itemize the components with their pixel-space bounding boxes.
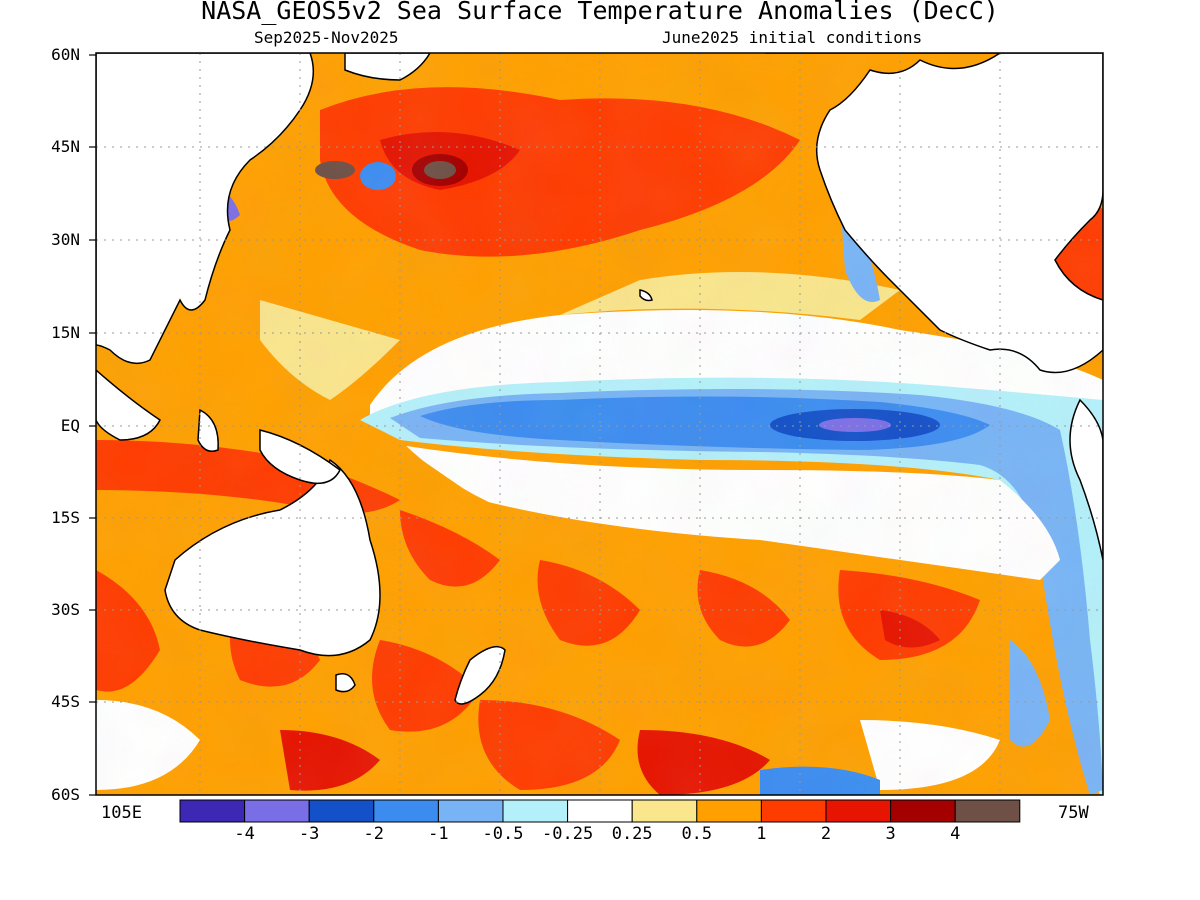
colorbar-swatch bbox=[631, 799, 698, 823]
colorbar-swatch bbox=[502, 799, 569, 823]
lat-label: 15N bbox=[51, 323, 80, 342]
colorbar-swatch bbox=[567, 799, 633, 823]
initial-conditions-label: June2025 initial conditions bbox=[662, 28, 923, 47]
colorbar-tick-label: 4 bbox=[950, 824, 961, 844]
colorbar-tick-label: -4 bbox=[234, 824, 255, 844]
colorbar-tick-label: 0.25 bbox=[611, 824, 653, 844]
lat-label: EQ bbox=[60, 416, 80, 435]
lat-label: 60N bbox=[51, 45, 80, 64]
colorbar-tick-label: 3 bbox=[885, 824, 896, 844]
forecast-period: Sep2025-Nov2025 bbox=[254, 28, 399, 47]
plot-frame bbox=[95, 52, 1104, 796]
colorbar-swatch bbox=[244, 799, 310, 823]
lat-label: 30N bbox=[51, 230, 80, 249]
colorbar-swatch bbox=[954, 799, 1021, 823]
colorbar-tick-label: -0.25 bbox=[542, 824, 594, 844]
lat-label: 60S bbox=[51, 785, 80, 804]
lat-label: 45N bbox=[51, 137, 80, 156]
colorbar-tick-label: -1 bbox=[428, 824, 449, 844]
colorbar-swatch bbox=[696, 799, 762, 823]
lat-label: 15S bbox=[51, 508, 80, 527]
colorbar-swatch bbox=[890, 799, 956, 823]
colorbar-swatch bbox=[373, 799, 439, 823]
lat-label: 30S bbox=[51, 600, 80, 619]
colorbar-tick-label: 2 bbox=[820, 824, 832, 844]
coastlines bbox=[96, 53, 1103, 705]
colorbar-tick-label: -3 bbox=[298, 824, 320, 844]
map-title: NASA_GEOS5v2 Sea Surface Temperature Ano… bbox=[201, 0, 999, 25]
colorbar-swatch bbox=[437, 799, 504, 823]
colorbar-swatch bbox=[308, 799, 375, 823]
colorbar-tick-label: 1 bbox=[756, 824, 767, 844]
lon-label-left: 105E bbox=[101, 803, 142, 823]
lon-label-right: 75W bbox=[1058, 803, 1089, 823]
colorbar-tick-label: 0.5 bbox=[681, 824, 713, 844]
colorbar-tick-label: -2 bbox=[363, 824, 385, 844]
colorbar bbox=[179, 799, 1021, 823]
lat-label: 45S bbox=[51, 692, 80, 711]
anomaly-field bbox=[96, 53, 1103, 795]
colorbar-swatch bbox=[179, 799, 246, 823]
colorbar-swatch bbox=[825, 799, 892, 823]
colorbar-swatch bbox=[760, 799, 827, 823]
colorbar-tick-label: -0.5 bbox=[482, 824, 524, 844]
